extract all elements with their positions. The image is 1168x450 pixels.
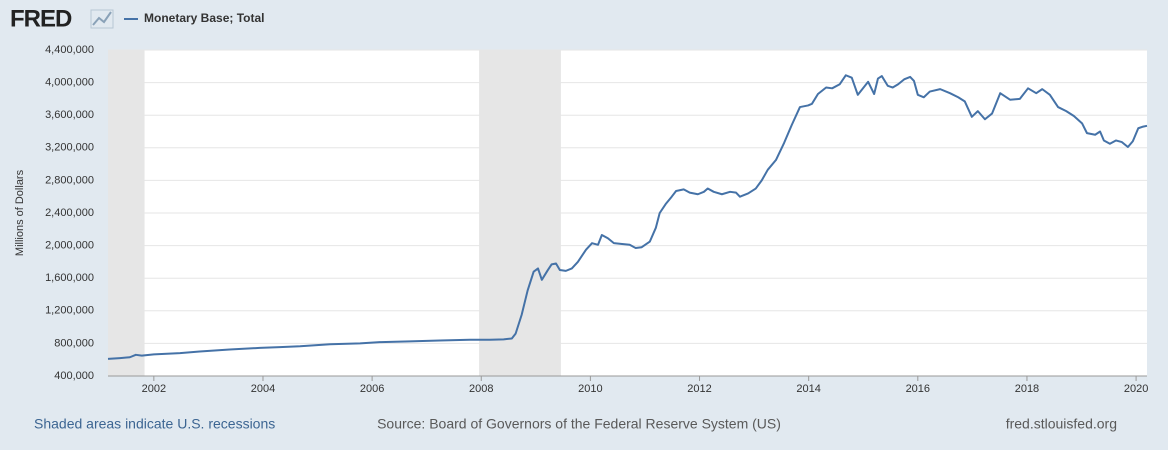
legend-label: Monetary Base; Total [144, 11, 264, 25]
y-tick-label: 2,400,000 [45, 207, 94, 219]
x-tick-label: 2016 [906, 383, 930, 395]
y-tick-label: 4,400,000 [45, 44, 94, 56]
y-axis-label: Millions of Dollars [14, 169, 26, 256]
x-tick-label: 2020 [1124, 383, 1148, 395]
x-tick-label: 2018 [1015, 383, 1039, 395]
x-tick-label: 2014 [796, 383, 820, 395]
series-line [107, 74, 1148, 360]
site: fred.stlouisfed.org [1006, 416, 1117, 432]
y-tick-label: 3,200,000 [45, 142, 94, 154]
source: Source: Board of Governors of the Federa… [377, 416, 781, 432]
x-tick-label: 2002 [142, 383, 166, 395]
recession-note: Shaded areas indicate U.S. recessions [34, 416, 275, 432]
y-tick-label: 1,200,000 [45, 305, 94, 317]
y-tick-label: 3,600,000 [45, 109, 94, 121]
y-tick-label: 1,600,000 [45, 272, 94, 284]
x-tick-label: 2012 [687, 383, 711, 395]
y-tick-label: 400,000 [54, 370, 94, 382]
y-tick-label: 800,000 [54, 337, 94, 349]
x-tick-label: 2004 [251, 383, 275, 395]
y-tick-label: 2,800,000 [45, 174, 94, 186]
logo-icon [90, 9, 114, 29]
logo: FRED [10, 5, 72, 32]
x-tick-label: 2010 [578, 383, 602, 395]
x-tick-label: 2008 [469, 383, 493, 395]
x-tick-label: 2006 [360, 383, 384, 395]
y-tick-label: 4,000,000 [45, 77, 94, 89]
y-tick-label: 2,000,000 [45, 240, 94, 252]
